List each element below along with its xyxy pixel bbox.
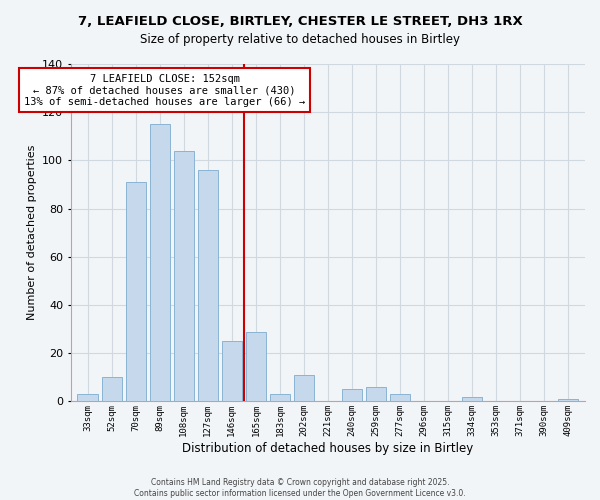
Text: Contains HM Land Registry data © Crown copyright and database right 2025.
Contai: Contains HM Land Registry data © Crown c…	[134, 478, 466, 498]
Bar	[149, 124, 170, 402]
Bar	[390, 394, 410, 402]
Bar	[269, 394, 290, 402]
Y-axis label: Number of detached properties: Number of detached properties	[26, 145, 37, 320]
Bar	[294, 375, 314, 402]
Bar	[558, 399, 578, 402]
Text: Size of property relative to detached houses in Birtley: Size of property relative to detached ho…	[140, 32, 460, 46]
Bar	[221, 341, 242, 402]
X-axis label: Distribution of detached houses by size in Birtley: Distribution of detached houses by size …	[182, 442, 473, 455]
Text: 7, LEAFIELD CLOSE, BIRTLEY, CHESTER LE STREET, DH3 1RX: 7, LEAFIELD CLOSE, BIRTLEY, CHESTER LE S…	[77, 15, 523, 28]
Bar	[462, 396, 482, 402]
Bar	[197, 170, 218, 402]
Bar	[245, 332, 266, 402]
Bar	[173, 151, 194, 402]
Bar	[101, 378, 122, 402]
Bar	[125, 182, 146, 402]
Text: 7 LEAFIELD CLOSE: 152sqm
← 87% of detached houses are smaller (430)
13% of semi-: 7 LEAFIELD CLOSE: 152sqm ← 87% of detach…	[24, 74, 305, 107]
Bar	[366, 387, 386, 402]
Bar	[77, 394, 98, 402]
Bar	[342, 390, 362, 402]
